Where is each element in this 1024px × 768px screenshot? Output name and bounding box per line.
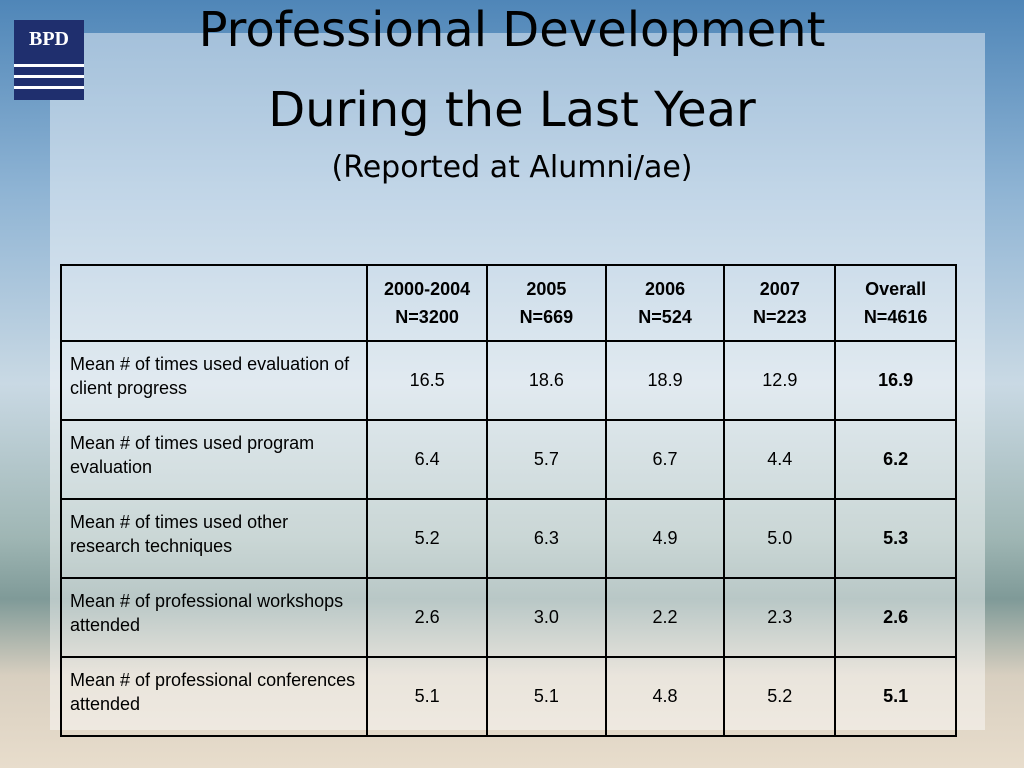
row-label: Mean # of professional conferences atten… bbox=[59, 656, 369, 737]
table-row: Mean # of professional workshops attende… bbox=[59, 577, 957, 658]
cell: 2.6 bbox=[834, 577, 957, 658]
header-cell: 2005 N=669 bbox=[485, 264, 607, 342]
data-table: 2000-2004 N=3200 2005 N=669 2006 N=524 2007 N=2… bbox=[59, 264, 957, 737]
cell: 5.2 bbox=[366, 498, 488, 579]
title: Professional Development bbox=[198, 2, 826, 58]
cell: 6.7 bbox=[604, 419, 726, 500]
row-label: Mean # of professional workshops attende… bbox=[59, 577, 369, 658]
title: During the Last Year bbox=[268, 82, 756, 138]
row-label: Mean # of times used evaluation of clien… bbox=[59, 340, 369, 421]
cell: 16.5 bbox=[366, 340, 488, 421]
logo: BPD bbox=[14, 20, 84, 100]
cell: 2.6 bbox=[366, 577, 488, 658]
cell: 6.3 bbox=[485, 498, 607, 579]
header-cell: 2000-2004 N=3200 bbox=[366, 264, 488, 342]
header-n: N=669 bbox=[519, 307, 574, 327]
cell: 6.2 bbox=[834, 419, 957, 500]
cell: 12.9 bbox=[723, 340, 837, 421]
cell: 5.0 bbox=[723, 498, 837, 579]
cell: 5.1 bbox=[834, 656, 957, 737]
table-body: Mean # of times used evaluation of clien… bbox=[59, 340, 957, 737]
logo-text: BPD bbox=[29, 28, 69, 50]
cell: 2.2 bbox=[604, 577, 726, 658]
header-cell: 2006 N=524 bbox=[604, 264, 726, 342]
cell: 4.4 bbox=[723, 419, 837, 500]
cell: 2.3 bbox=[723, 577, 837, 658]
table-row: Mean # of times used evaluation of clien… bbox=[59, 340, 957, 421]
logo-stripe bbox=[14, 64, 84, 67]
header-period: 2007 bbox=[759, 279, 800, 299]
header-n: N=3200 bbox=[395, 307, 459, 327]
cell: 5.1 bbox=[485, 656, 607, 737]
cell: 18.9 bbox=[604, 340, 726, 421]
header-cell: 2007 N=223 bbox=[723, 264, 837, 342]
cell: 5.7 bbox=[485, 419, 607, 500]
table-row: Mean # of professional conferences atten… bbox=[59, 656, 957, 737]
cell: 3.0 bbox=[485, 577, 607, 658]
cell: 6.4 bbox=[366, 419, 488, 500]
header-row: 2000-2004 N=3200 2005 N=669 2006 N=524 2007 N=2… bbox=[59, 264, 957, 342]
header-n: N=223 bbox=[753, 307, 807, 327]
cell: 4.9 bbox=[604, 498, 726, 579]
header-cell bbox=[59, 264, 369, 342]
cell: 16.9 bbox=[834, 340, 957, 421]
cell: 18.6 bbox=[485, 340, 607, 421]
cell: 4.8 bbox=[604, 656, 726, 737]
subtitle: (Reported at Alumni/ae) bbox=[331, 150, 693, 185]
logo-stripe bbox=[14, 75, 84, 78]
row-label: Mean # of times used other research tech… bbox=[59, 498, 369, 579]
header-n: N=524 bbox=[638, 307, 692, 327]
cell: 5.3 bbox=[834, 498, 957, 579]
header-cell: Overall N=4616 bbox=[834, 264, 957, 342]
row-label: Mean # of times used program evaluation bbox=[59, 419, 369, 500]
header-n: N=4616 bbox=[863, 307, 928, 327]
cell: 5.2 bbox=[723, 656, 837, 737]
table-row: Mean # of times used other research tech… bbox=[59, 498, 957, 579]
header-period: 2005 bbox=[526, 279, 567, 299]
header-period: Overall bbox=[865, 279, 927, 299]
header-period: 2000-2004 bbox=[384, 279, 471, 299]
cell: 5.1 bbox=[366, 656, 488, 737]
header-period: 2006 bbox=[645, 279, 686, 299]
table-row: Mean # of times used program evaluation 6… bbox=[59, 419, 957, 500]
logo-stripe bbox=[14, 86, 84, 89]
